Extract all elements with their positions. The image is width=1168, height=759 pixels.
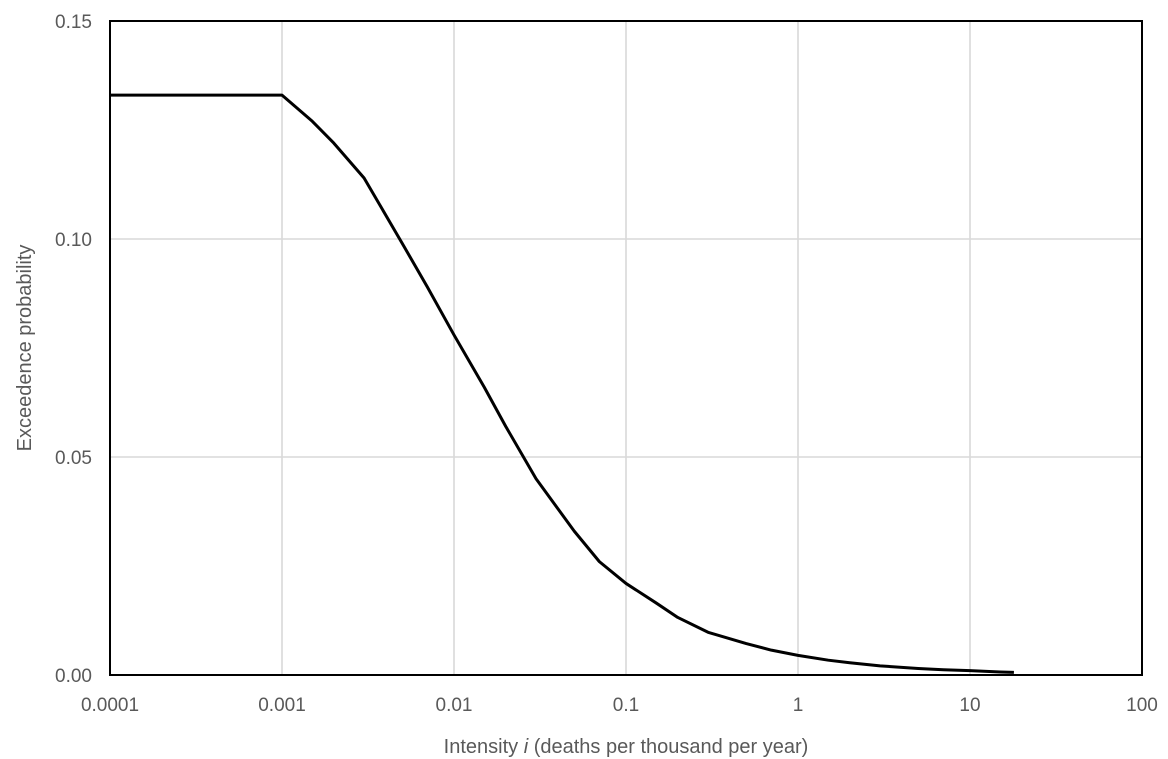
y-tick-label: 0.00 — [55, 666, 92, 687]
series-line — [110, 93, 1014, 674]
y-tick-label: 0.10 — [55, 230, 92, 251]
x-tick-label: 1 — [793, 695, 804, 716]
plot-area-frame — [109, 20, 1143, 676]
x-tick-label: 10 — [959, 695, 980, 716]
x-axis-tick-labels: 0.0001 0.001 0.01 0.1 1 10 100 — [81, 695, 1158, 716]
y-tick-label: 0.05 — [55, 448, 92, 469]
series-layer — [110, 93, 1014, 674]
gridlines — [109, 20, 1143, 676]
x-tick-label: 0.01 — [436, 695, 473, 716]
x-tick-label: 0.1 — [613, 695, 639, 716]
x-tick-label: 0.0001 — [81, 695, 139, 716]
y-tick-label: 0.15 — [55, 12, 92, 33]
y-axis-tick-labels: 0.00 0.05 0.10 0.15 — [55, 12, 92, 687]
y-axis-title: Exceedence probability — [14, 245, 36, 452]
x-axis-title: Intensity i (deaths per thousand per yea… — [444, 736, 809, 758]
x-tick-label: 0.001 — [258, 695, 306, 716]
x-tick-label: 100 — [1126, 695, 1158, 716]
